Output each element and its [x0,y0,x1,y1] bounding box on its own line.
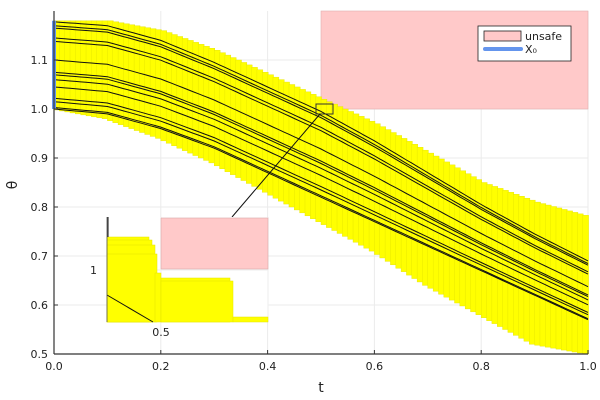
inset-unsafe-region [160,217,269,270]
trajectory-line [53,71,589,296]
reach-box [64,20,71,113]
reach-box [561,209,568,351]
inset-connector-line [231,113,321,218]
trajectory-line [53,21,589,262]
reach-box [69,20,77,114]
x-tick-labels: 0.0 0.2 0.4 0.6 0.8 1.0 [45,360,597,373]
trajectory-line [53,74,589,298]
y-axis-label: θ [5,181,21,190]
zoom-highlight-box [315,103,334,115]
x-tick-label: 0.6 [366,360,384,373]
trajectory-line [53,59,589,288]
reach-box [112,21,119,123]
y-tick-label: 0.6 [31,299,49,312]
reach-box [107,20,114,121]
y-tick-label: 0.8 [31,201,49,214]
legend-label-unsafe: unsafe [525,30,562,43]
y-tick-label: 1.0 [31,103,49,116]
x-tick-label: 0.4 [259,360,277,373]
trajectory-line [53,86,589,306]
y-tick-labels: 0.5 0.6 0.7 0.8 0.9 1.0 1.1 [31,54,49,361]
trajectories [53,21,589,321]
inset-x-tick-label: 0.5 [152,326,170,339]
legend-label-x0: X₀ [525,43,538,56]
reach-box [566,210,573,352]
x-tick-label: 0.8 [472,360,490,373]
trajectory-line [53,27,589,266]
trajectory-line [53,79,589,301]
trajectory-line [53,97,589,313]
trajectory-line [53,37,589,273]
x-tick-label: 0.2 [152,360,170,373]
trajectory-line [53,101,589,316]
trajectory-line [53,107,589,320]
reach-box [555,207,563,350]
inset-plot: 1 0.5 [90,217,269,339]
inset-trajectory [106,294,154,323]
reach-box [59,20,66,112]
x-tick-label: 1.0 [579,360,597,373]
trajectory-line [53,108,589,321]
trajectory-line [53,40,589,275]
x-tick-label: 0.0 [45,360,63,373]
legend-unsafe-swatch [483,30,522,42]
reach-box [101,20,109,119]
y-tick-label: 0.7 [31,250,49,263]
inset-y-tick-label: 1 [90,264,97,277]
axes [53,11,589,355]
y-tick-label: 0.5 [31,348,49,361]
y-tick-label: 0.9 [31,152,49,165]
reach-box [96,20,103,119]
trajectory-line [53,25,589,264]
x-axis-label: t [318,380,324,396]
y-tick-label: 1.1 [31,54,49,67]
reach-box [571,212,579,353]
legend: unsafe X₀ [477,25,572,62]
